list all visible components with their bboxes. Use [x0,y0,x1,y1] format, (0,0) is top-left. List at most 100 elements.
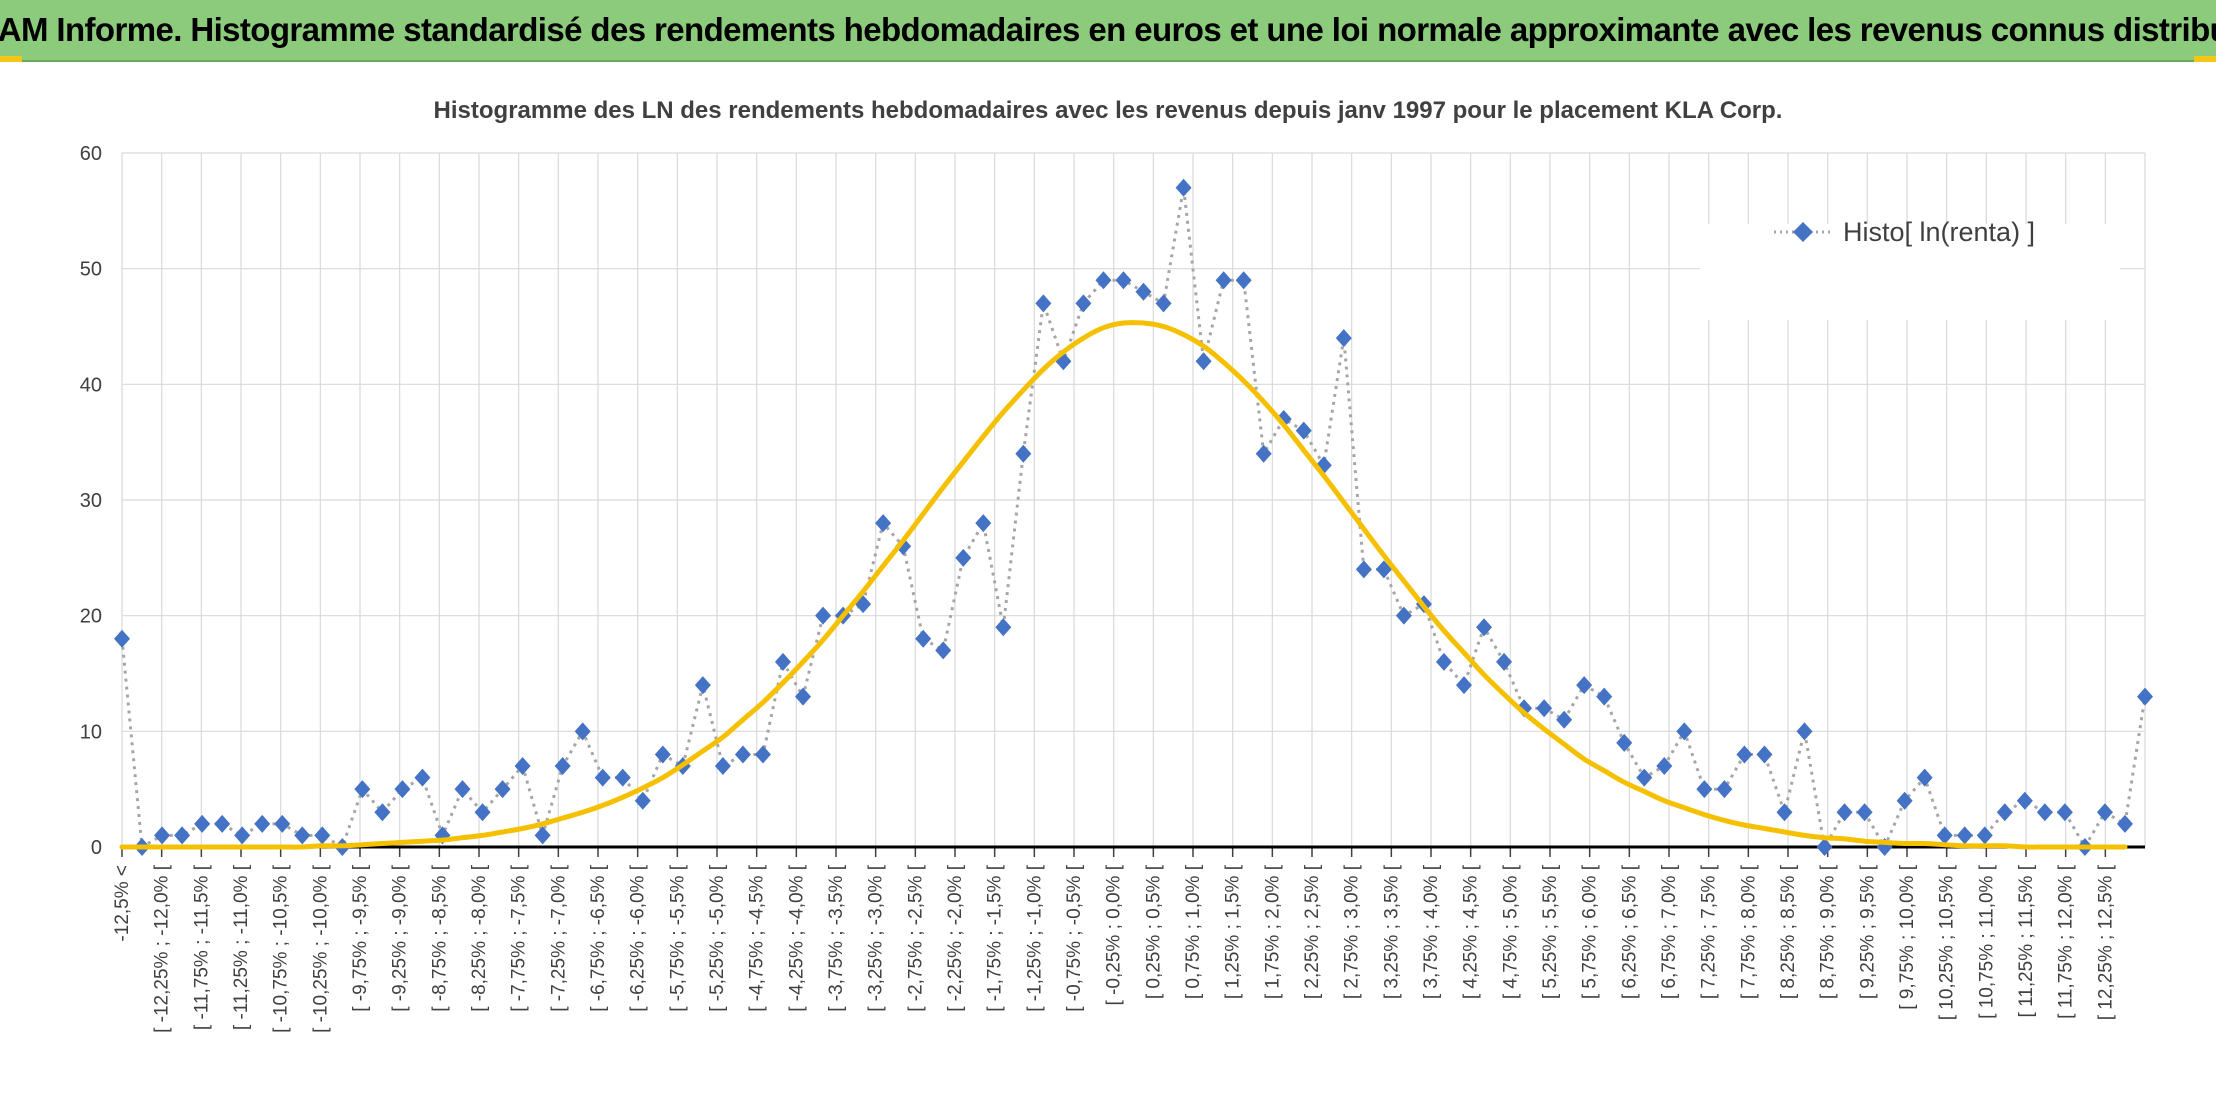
x-tick-label: [ -8,25% ; -8,0% [ [469,864,490,1012]
x-tick-label: [ -1,25% ; -1,0% [ [1024,864,1045,1012]
histogram-point [554,757,571,776]
histogram-point [714,757,731,776]
histogram-point [1195,352,1212,371]
histogram-point [815,606,832,625]
histogram-point [354,780,371,799]
x-tick-label: [ -1,75% ; -1,5% [ [985,864,1006,1012]
histogram-point [1556,710,1573,729]
histogram-point [414,768,431,787]
x-tick-label: [ 7,75% ; 8,0% [ [1738,864,1759,999]
histogram-point [1656,757,1673,776]
histogram-point [1936,826,1953,845]
y-tick-label: 30 [80,490,102,512]
x-tick-label: [ -5,25% ; -5,0% [ [707,864,728,1012]
histogram-point [1455,676,1472,695]
histogram-point [795,687,812,706]
x-tick-label: [ 8,75% ; 9,0% [ [1818,864,1839,999]
histogram-line [120,187,2147,852]
histogram-point [594,768,611,787]
x-tick-label: [ 3,25% ; 3,5% [ [1381,864,1402,999]
x-tick-label: [ 7,25% ; 7,5% [ [1699,864,1720,999]
histogram-point [1716,780,1733,799]
histogram-point [1215,271,1232,290]
histogram-point [1976,826,1993,845]
histogram-point [1576,676,1593,695]
histogram-point [194,814,211,833]
y-tick-label: 40 [80,374,102,396]
x-tick-label: [ -2,25% ; -2,0% [ [945,864,966,1012]
histogram-point [1796,722,1813,741]
x-tick-label: [ -3,25% ; -3,0% [ [866,864,887,1012]
x-tick-label: [ 11,25% ; 11,5% [ [2016,864,2037,1017]
histogram-point [1636,768,1653,787]
histogram-point [534,826,551,845]
x-tick-label: [ 5,25% ; 5,5% [ [1540,864,1561,999]
legend-background [1700,224,2120,320]
y-tick-label: 60 [80,143,102,165]
x-tick-label: [ -2,75% ; -2,5% [ [905,864,926,1012]
x-tick-label: [ 0,25% ; 0,5% [ [1143,864,1164,999]
histogram-point [654,745,671,764]
histogram-point [1015,444,1032,463]
x-tick-label: [ 1,75% ; 2,0% [ [1262,864,1283,999]
histogram-point [1095,271,1112,290]
chart-area: Histogramme des LN des rendements hebdom… [0,64,2216,1102]
x-tick-label: [ -9,75% ; -9,5% [ [350,864,371,1012]
x-tick-label: [ 2,75% ; 3,0% [ [1342,864,1363,999]
histogram-point [1375,560,1392,579]
x-tick-label: [ -0,25% ; 0,0% [ [1104,864,1125,1005]
histogram-point [1135,282,1152,301]
x-tick-label: [ -11,25% ; -11,0% [ [231,864,252,1030]
histogram-point [254,814,271,833]
histogram-point [1896,791,1913,810]
histogram-point [1816,838,1833,856]
histogram-point [1696,780,1713,799]
histogram-point [1075,294,1092,313]
histogram-point [614,768,631,787]
histogram-point [1736,745,1753,764]
histogram-point [1476,618,1493,637]
x-tick-label: [ 9,75% ; 10,0% [ [1897,864,1918,1009]
histogram-point [1255,444,1272,463]
histogram-point [274,814,291,833]
histogram-point [314,826,331,845]
x-tick-label: [ 0,75% ; 1,0% [ [1183,864,1204,999]
x-tick-label: [ 1,25% ; 1,5% [ [1223,864,1244,999]
x-tick-label: [ -10,75% ; -10,5% [ [271,864,292,1033]
histogram-point [214,814,231,833]
histogram-point [174,826,191,845]
y-axis-ticks: 0 10 20 30 40 50 60 [80,143,102,859]
x-tick-label: [ -6,75% ; -6,5% [ [588,864,609,1012]
histogram-point [1516,699,1533,718]
histogram-point [955,548,972,567]
y-tick-label: 20 [80,606,102,628]
histogram-point [514,757,531,776]
normal-curve-line [119,320,2128,850]
x-tick-label: [ 8,25% ; 8,5% [ [1778,864,1799,999]
histogram-point [574,722,591,741]
x-tick-label: [ -4,25% ; -4,0% [ [786,864,807,1012]
x-tick-label: -12,5% < [112,865,133,942]
histogram-point [1676,722,1693,741]
x-tick-label: [ -7,75% ; -7,5% [ [509,864,530,1012]
histogram-point [494,780,511,799]
x-tick-label: [ 10,75% ; 11,0% [ [1976,864,1997,1019]
x-tick-label: [ 6,25% ; 6,5% [ [1619,864,1640,999]
histogram-point [774,652,791,671]
x-tick-label: [ -9,25% ; -9,0% [ [390,864,411,1012]
histogram-point [1175,178,1192,197]
corner-accent-top-left [0,56,22,62]
histogram-point [154,826,171,845]
histogram-point [2056,803,2073,822]
x-tick-label: [ 5,75% ; 6,0% [ [1580,864,1601,999]
histogram-point [1956,826,1973,845]
x-tick-label: [ 10,25% ; 10,5% [ [1937,864,1958,1020]
legend-label: Histo[ ln(renta) ] [1843,217,2035,247]
x-tick-label: [ -7,25% ; -7,0% [ [548,864,569,1012]
histogram-point [2036,803,2053,822]
histogram-point [935,641,952,660]
histogram-point [234,826,251,845]
x-tick-label: [ 11,75% ; 12,0% [ [2056,864,2077,1019]
histogram-point [374,803,391,822]
x-tick-label: [ -8,75% ; -8,5% [ [429,864,450,1012]
